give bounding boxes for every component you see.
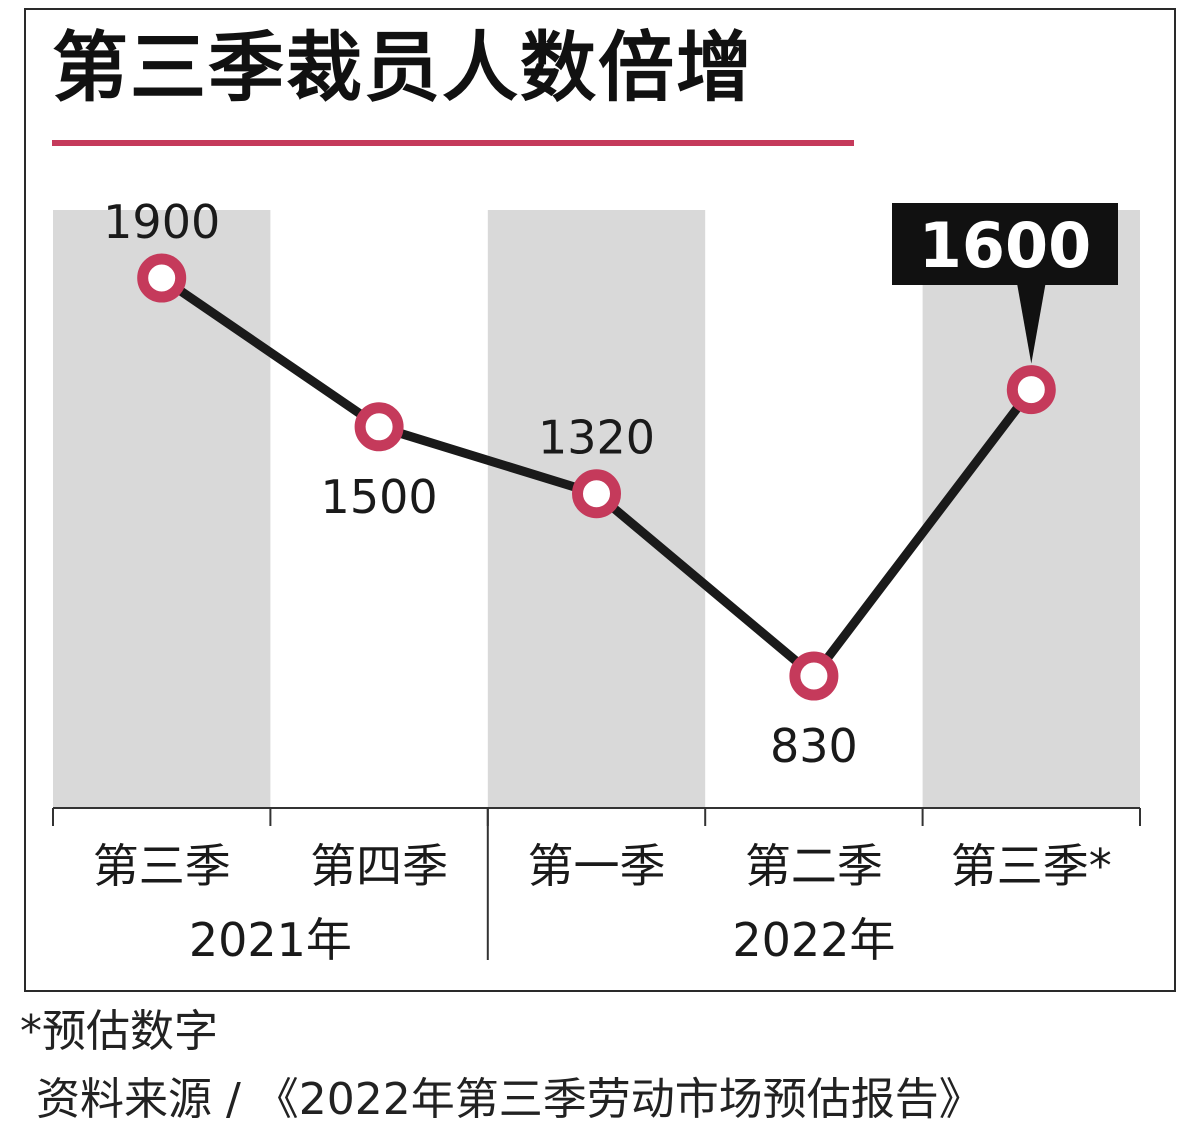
category-label-4: 第三季* [951, 839, 1112, 893]
data-label-0: 1900 [103, 195, 220, 249]
line-chart: 1900 1500 1320 830 1600 第三季 第四季 第一季 第二季 第三季* 202… [52, 195, 1141, 967]
category-labels-group: 第三季 第四季 第一季 第二季 第三季* [93, 839, 1112, 893]
category-label-1: 第四季 [310, 839, 448, 893]
marker-1 [354, 402, 404, 452]
year-label-0: 2021年 [189, 913, 352, 967]
chart-title: 第三季裁员人数倍增 [52, 23, 754, 112]
marker-2 [572, 469, 621, 519]
markers-group [137, 253, 1056, 701]
band-0 [53, 210, 271, 808]
year-label-1: 2022年 [732, 913, 895, 967]
highlight-label-box [892, 203, 1118, 285]
year-labels-group: 2021年 2022年 [189, 913, 896, 967]
data-label-4: 1600 [919, 209, 1092, 282]
highlight-pointer [1017, 285, 1046, 364]
data-label-3: 830 [770, 719, 858, 773]
marker-3 [789, 651, 839, 701]
category-label-2: 第一季 [528, 839, 666, 893]
category-label-3: 第二季 [745, 839, 883, 893]
marker-4 [1006, 365, 1056, 415]
data-label-1: 1500 [321, 470, 438, 524]
data-labels-group: 1900 1500 1320 830 1600 [103, 195, 1118, 773]
source-note: 资料来源 / 《2022年第三季劳动市场预估报告》 [36, 1074, 983, 1125]
category-label-0: 第三季 [93, 839, 231, 893]
footnote: *预估数字 [20, 1006, 218, 1057]
marker-0 [137, 253, 187, 303]
x-axis [52, 807, 1141, 960]
data-label-2: 1320 [538, 411, 655, 465]
title-underline [52, 140, 854, 146]
alternating-bands [53, 210, 1140, 808]
